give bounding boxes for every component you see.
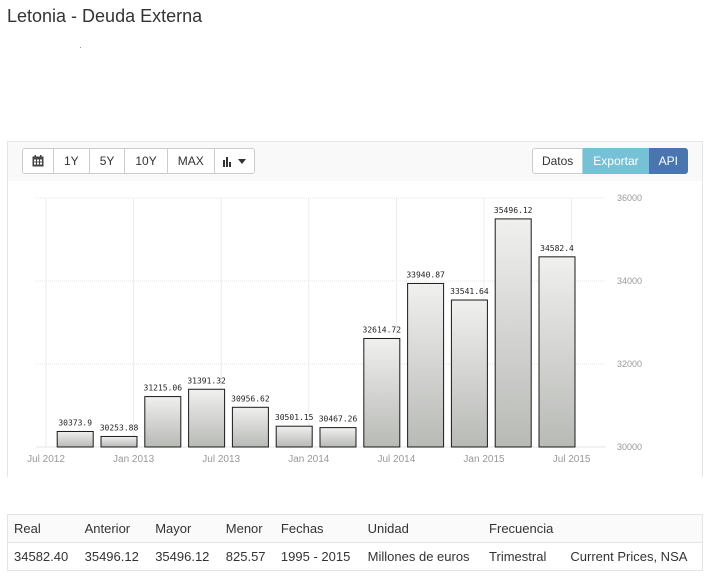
x-tick-label: Jul 2015	[553, 454, 591, 465]
bar	[363, 337, 401, 448]
summary-data-row: 34582.40 35496.12 35496.12 825.57 1995 -…	[8, 543, 703, 571]
exportar-button[interactable]: Exportar	[583, 148, 649, 174]
range-max-button[interactable]: MAX	[167, 149, 215, 173]
bar	[231, 406, 269, 448]
header-extra	[564, 514, 703, 543]
value-mayor: 35496.12	[155, 549, 210, 564]
bar-value-label: 30467.26	[319, 415, 358, 424]
bar-value-label: 35496.12	[494, 206, 533, 215]
bar	[275, 425, 313, 448]
bar	[56, 430, 94, 448]
range-5y-button[interactable]: 5Y	[89, 149, 126, 173]
value-fechas: 1995 - 2015	[280, 549, 351, 564]
bar-value-label: 32614.72	[363, 325, 402, 334]
chart-toolbar: 1Y 5Y 10Y MAX Datos Exportar API	[8, 142, 702, 180]
value-anterior: 35496.12	[84, 549, 139, 564]
bar	[144, 396, 182, 448]
bar	[450, 299, 488, 448]
bar	[538, 256, 576, 448]
y-tick-label: 32000	[617, 359, 642, 369]
y-tick-label: 34000	[617, 276, 642, 286]
value-real: 34582.40	[14, 549, 69, 564]
range-10y-button[interactable]: 10Y	[125, 149, 168, 173]
range-1y-button[interactable]: 1Y	[54, 149, 90, 173]
y-tick-label: 36000	[617, 193, 642, 203]
header-menor: Menor	[219, 514, 275, 543]
header-anterior: Anterior	[78, 514, 150, 543]
x-tick-label: Jul 2013	[202, 454, 240, 465]
bar	[407, 282, 445, 448]
bar	[100, 435, 138, 448]
bar-value-label: 30501.15	[275, 413, 314, 422]
x-tick-label: Jul 2012	[27, 454, 65, 465]
bar-value-label: 34582.4	[540, 244, 574, 253]
calendar-icon	[32, 155, 44, 167]
page-title: Letonia - Deuda Externa	[7, 6, 203, 26]
value-frecuencia: Trimestral	[489, 549, 547, 564]
bar-chart-icon	[222, 156, 231, 167]
summary-table: Real Anterior Mayor Menor Fechas Unidad …	[7, 514, 703, 571]
value-menor: 825.57	[225, 549, 266, 564]
bar-value-label: 33940.87	[406, 270, 445, 279]
bar-value-label: 30373.9	[58, 418, 92, 427]
decorative-dot	[80, 47, 81, 48]
header-mayor: Mayor	[149, 514, 220, 543]
value-unidad: Millones de euros	[367, 549, 470, 564]
bar	[188, 388, 226, 448]
x-tick-label: Jan 2013	[113, 454, 155, 465]
bar-value-label: 31391.32	[187, 376, 226, 385]
header-frecuencia: Frecuencia	[483, 514, 565, 543]
value-extra: Current Prices, NSA	[570, 549, 688, 564]
chart-panel: 1Y 5Y 10Y MAX Datos Exportar API	[7, 141, 703, 477]
bar-value-label: 30253.88	[100, 423, 139, 432]
bar	[494, 218, 532, 448]
bar-value-label: 31215.06	[144, 384, 183, 393]
header-real: Real	[7, 514, 79, 543]
chart-area: 30373.9 30253.88 31215.06 31391.32 30956.62 3…	[8, 181, 702, 477]
datos-button[interactable]: Datos	[531, 148, 584, 174]
export-button-group: Datos Exportar API	[531, 148, 688, 174]
x-tick-label: Jul 2014	[377, 454, 415, 465]
y-tick-label: 30000	[617, 442, 642, 452]
calendar-button[interactable]	[23, 149, 54, 173]
x-tick-label: Jan 2015	[463, 454, 505, 465]
bar-chart: 30373.9 30253.88 31215.06 31391.32 30956.62 3…	[27, 193, 642, 465]
api-button[interactable]: API	[648, 148, 688, 174]
chevron-down-icon	[237, 158, 246, 164]
bar	[319, 427, 357, 448]
bar-value-label: 33541.64	[450, 287, 489, 296]
x-tick-label: Jan 2014	[288, 454, 330, 465]
bar-value-label: 30956.62	[231, 394, 270, 403]
header-fechas: Fechas	[274, 514, 362, 543]
summary-header-row: Real Anterior Mayor Menor Fechas Unidad …	[7, 514, 703, 543]
range-button-group: 1Y 5Y 10Y MAX	[22, 148, 255, 174]
header-unidad: Unidad	[361, 514, 484, 543]
chart-type-button[interactable]	[214, 149, 254, 173]
